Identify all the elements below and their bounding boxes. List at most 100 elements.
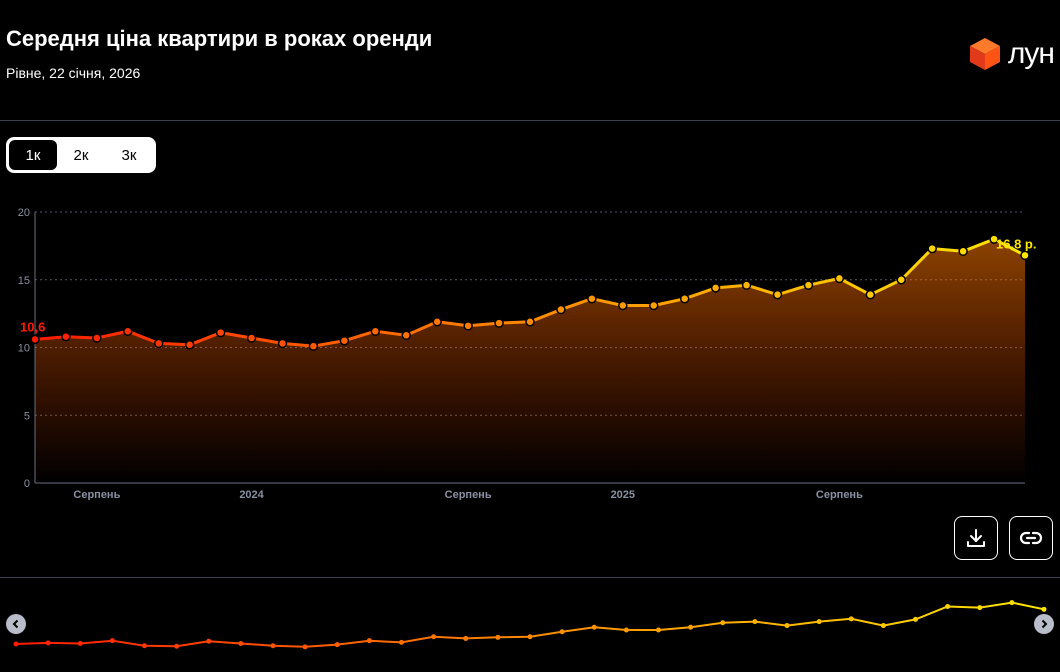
data-point[interactable] [184,340,195,350]
overview-point [559,629,565,635]
y-axis-ticks: 0 5 10 15 20 [18,207,30,490]
data-point[interactable] [587,293,597,304]
scroll-right-button[interactable] [1034,614,1054,634]
data-point[interactable] [463,321,473,331]
data-point[interactable] [772,289,783,300]
data-point[interactable] [30,334,40,345]
logo-cube-icon [969,38,1000,70]
overview-point [174,643,180,649]
y-tick-label: 10 [18,343,30,355]
data-point[interactable] [123,326,133,336]
overview-point [1041,606,1047,612]
data-point[interactable] [432,317,442,327]
data-point[interactable] [710,283,721,293]
page-title: Середня ціна квартири в роках оренди [6,26,433,51]
overview-point [77,640,83,646]
data-point[interactable] [494,318,504,328]
overview-point [1009,600,1015,606]
data-point[interactable] [618,300,628,311]
data-point[interactable] [92,333,102,343]
data-point[interactable] [927,243,937,254]
overview-point [656,627,661,633]
chevron-right-icon [1041,619,1048,629]
overview-point [945,604,951,610]
x-tick-label: 2025 [611,489,635,500]
overview-series-line [15,601,1045,648]
y-tick-label: 0 [24,478,30,490]
tab-2k[interactable]: 2к [73,146,89,164]
data-point[interactable] [277,338,288,349]
main-chart: 0 5 10 15 20 Серпень 2024 Серпень 2025 Серпень 1… [18,207,1037,500]
overview-point [720,620,726,626]
data-point[interactable] [154,338,164,349]
y-tick-label: 5 [24,410,30,422]
overview-point [591,624,597,630]
chevron-left-icon [12,619,19,629]
x-tick-label: Серпень [816,489,863,500]
tab-3k[interactable]: 3к [121,146,137,164]
data-point[interactable] [246,333,257,343]
overview-point [142,643,147,649]
area-fill [35,239,1025,483]
data-point[interactable] [741,280,752,290]
data-point[interactable] [958,246,968,257]
data-point[interactable] [61,331,71,342]
overview-divider [0,577,1060,578]
overview-point [688,624,694,630]
data-point[interactable] [649,300,659,311]
data-points [30,234,1030,351]
header-divider [0,120,1060,121]
overview-points [13,600,1047,650]
data-point[interactable] [803,280,814,290]
data-point[interactable] [370,326,381,336]
logo: лун [968,36,1055,72]
link-icon [1019,531,1043,545]
download-button[interactable] [954,516,998,560]
overview-point [527,634,533,640]
overview-point [752,619,758,625]
x-tick-label: 2024 [239,489,264,500]
tab-1k[interactable]: 1к [9,140,57,170]
x-tick-label: Серпень [73,489,120,500]
logo-text: лун [1007,37,1055,70]
data-point[interactable] [525,317,535,327]
overview-point [880,623,886,629]
overview-point [913,616,918,622]
y-tick-label: 20 [18,207,30,219]
data-point[interactable] [865,289,876,300]
copy-link-button[interactable] [1009,516,1053,560]
overview-point [334,642,340,648]
room-tabs: 1к 2к 3к [6,137,156,173]
x-axis-ticks: Серпень 2024 Серпень 2025 Серпень [73,489,863,500]
overview-point [270,643,276,649]
overview-point [623,627,629,633]
overview-chart [13,600,1047,650]
overview-point [109,638,115,644]
data-point[interactable] [215,327,226,338]
page-subtitle: Рівне, 22 січня, 2026 [6,65,141,81]
overview-point [816,619,822,625]
data-point[interactable] [989,234,999,244]
overview-point [431,634,437,640]
overview-point [399,639,404,645]
scroll-left-button[interactable] [6,614,26,634]
data-point[interactable] [308,341,319,351]
first-value-label: 10,6 [20,319,45,334]
data-point[interactable] [339,335,350,346]
overview-point [463,635,469,641]
overview-point [45,640,51,646]
overview-point [977,605,983,611]
data-point[interactable] [679,293,690,304]
overview-point [495,634,501,640]
download-icon [967,529,985,547]
data-point[interactable] [1020,250,1030,261]
overview-point [302,644,308,650]
data-point[interactable] [896,275,906,285]
data-point[interactable] [556,304,566,315]
x-tick-label: Серпень [445,489,492,500]
data-point[interactable] [401,330,411,341]
y-tick-label: 15 [18,275,30,287]
last-value-label: 16,8 р. [996,236,1036,251]
data-point[interactable] [834,273,845,284]
overview-point [366,638,372,644]
